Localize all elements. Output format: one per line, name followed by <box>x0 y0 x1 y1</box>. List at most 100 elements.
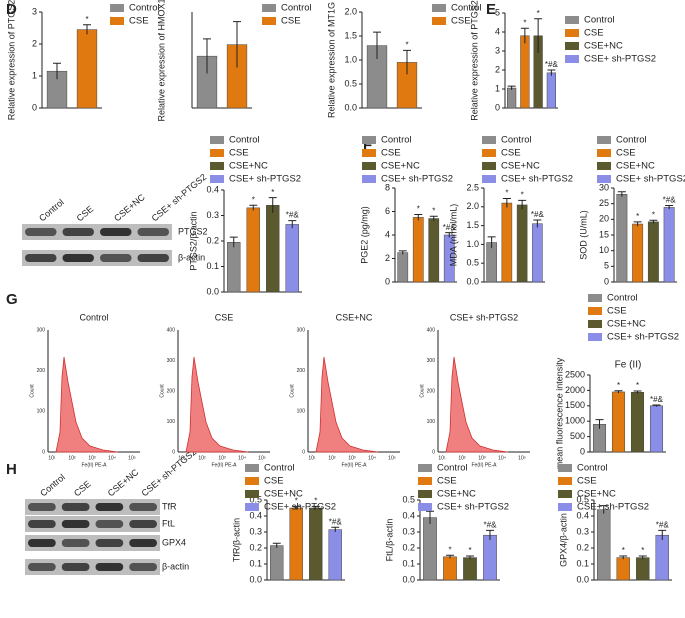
error-bar <box>203 38 211 74</box>
lane-label: CSE+NC <box>112 192 147 224</box>
band <box>28 539 56 547</box>
legend-swatch <box>362 149 376 157</box>
flow-ytick: 200 <box>427 388 436 394</box>
bar <box>611 391 626 453</box>
flow-title: CSE <box>215 312 234 322</box>
legend-swatch <box>558 503 572 511</box>
y-tick-label: 0 <box>495 102 500 112</box>
band <box>95 563 124 571</box>
legend-swatch <box>245 490 259 498</box>
y-tick-label: 0.5 <box>402 494 415 504</box>
error-bar <box>507 85 516 90</box>
legend-label: CSE+NC <box>577 489 616 500</box>
y-tick-label: 0.0 <box>249 574 262 584</box>
legend-swatch <box>245 464 259 472</box>
y-tick-label: 0.2 <box>576 542 589 552</box>
y-tick-label: 0.4 <box>206 184 219 194</box>
flow-ytick: 200 <box>37 368 46 374</box>
bar <box>443 556 457 581</box>
flow-ytick: 0 <box>432 449 435 455</box>
y-tick-label: 0.5 <box>249 494 262 504</box>
bar <box>423 517 437 581</box>
flow-ytick: 100 <box>427 419 436 425</box>
error-bar <box>518 199 527 210</box>
bar <box>655 534 669 581</box>
significance: * <box>314 497 317 506</box>
y-tick-label: 1 <box>32 70 37 80</box>
band <box>129 503 157 511</box>
error-bar <box>633 390 642 394</box>
significance: * <box>617 381 620 390</box>
flow-xlabel: Fe(II) PE-A <box>341 462 367 468</box>
legend-label: CSE+NC <box>229 161 268 172</box>
y-tick-label: 0 <box>385 276 390 286</box>
y-tick-label: 0.1 <box>206 261 219 271</box>
error-bar <box>331 526 340 532</box>
y-tick-label: 3 <box>32 6 37 16</box>
y-tick-label: 0.5 <box>344 78 357 88</box>
y-tick-label: 2500 <box>565 369 585 379</box>
flow-ytick: 0 <box>302 449 305 455</box>
y-axis-label: Relative expression of HMOX1 <box>156 0 166 122</box>
bar <box>227 242 241 293</box>
flow-ytick: 300 <box>427 358 436 364</box>
lane-label: Control <box>38 472 67 498</box>
legend-label: CSE+ sh-PTGS2 <box>616 174 685 185</box>
error-bar <box>83 24 91 35</box>
legend-label: Control <box>577 463 608 474</box>
legend-label: Control <box>451 3 482 14</box>
flow-ylabel: Count <box>289 384 295 398</box>
legend-label: CSE <box>616 148 636 159</box>
flow-ytick: 400 <box>427 327 436 333</box>
bar <box>486 242 497 283</box>
band <box>95 503 124 511</box>
y-tick-label: 0.0 <box>402 574 415 584</box>
y-tick-label: 0.3 <box>249 526 262 536</box>
y-tick-label: 2 <box>32 38 37 48</box>
y-tick-label: 0.4 <box>402 510 415 520</box>
bar <box>546 72 556 109</box>
band <box>61 520 90 528</box>
band <box>95 539 124 547</box>
legend-label: CSE <box>229 148 249 159</box>
y-tick-label: 0.1 <box>249 558 262 568</box>
flow-ytick: 100 <box>297 409 306 415</box>
y-tick-label: 0.1 <box>576 558 589 568</box>
y-tick-label: 3 <box>495 45 500 55</box>
y-axis-label: PGE2 (pg/mg) <box>359 206 369 264</box>
flow-xtick: 10³ <box>478 455 486 461</box>
legend-swatch <box>597 175 611 183</box>
lane-label: CSE <box>72 479 93 499</box>
y-tick-label: 0 <box>32 102 37 112</box>
legend-swatch <box>558 490 572 498</box>
error-bar <box>249 204 258 211</box>
y-tick-label: 0.0 <box>206 286 219 296</box>
bar <box>328 529 342 581</box>
legend-label: CSE <box>501 148 521 159</box>
band <box>25 254 57 262</box>
bar <box>289 507 303 581</box>
error-bar <box>533 219 542 228</box>
band <box>28 503 56 511</box>
error-bar <box>292 505 301 510</box>
y-axis-label: GPX4/β-actin <box>558 513 568 567</box>
error-bar <box>599 505 608 514</box>
legend-label: CSE+NC <box>584 41 623 52</box>
flow-xtick: 10⁴ <box>108 455 116 461</box>
y-tick-label: 1.5 <box>344 30 357 40</box>
error-bar <box>665 205 674 210</box>
y-tick-label: 2.0 <box>344 6 357 16</box>
flow-xtick: 10¹ <box>438 455 446 461</box>
lane-label: CSE+ sh-PTGS2 <box>150 172 209 224</box>
bar <box>463 557 477 581</box>
error-bar <box>466 555 474 560</box>
error-bar <box>233 21 241 68</box>
error-bar <box>649 219 658 224</box>
legend-swatch <box>210 149 224 157</box>
flow-ytick: 100 <box>167 419 176 425</box>
y-tick-label: 0.2 <box>206 235 219 245</box>
legend-swatch <box>565 29 579 37</box>
significance: *#& <box>545 60 559 69</box>
significance: * <box>641 546 644 555</box>
legend-label: Control <box>437 463 468 474</box>
